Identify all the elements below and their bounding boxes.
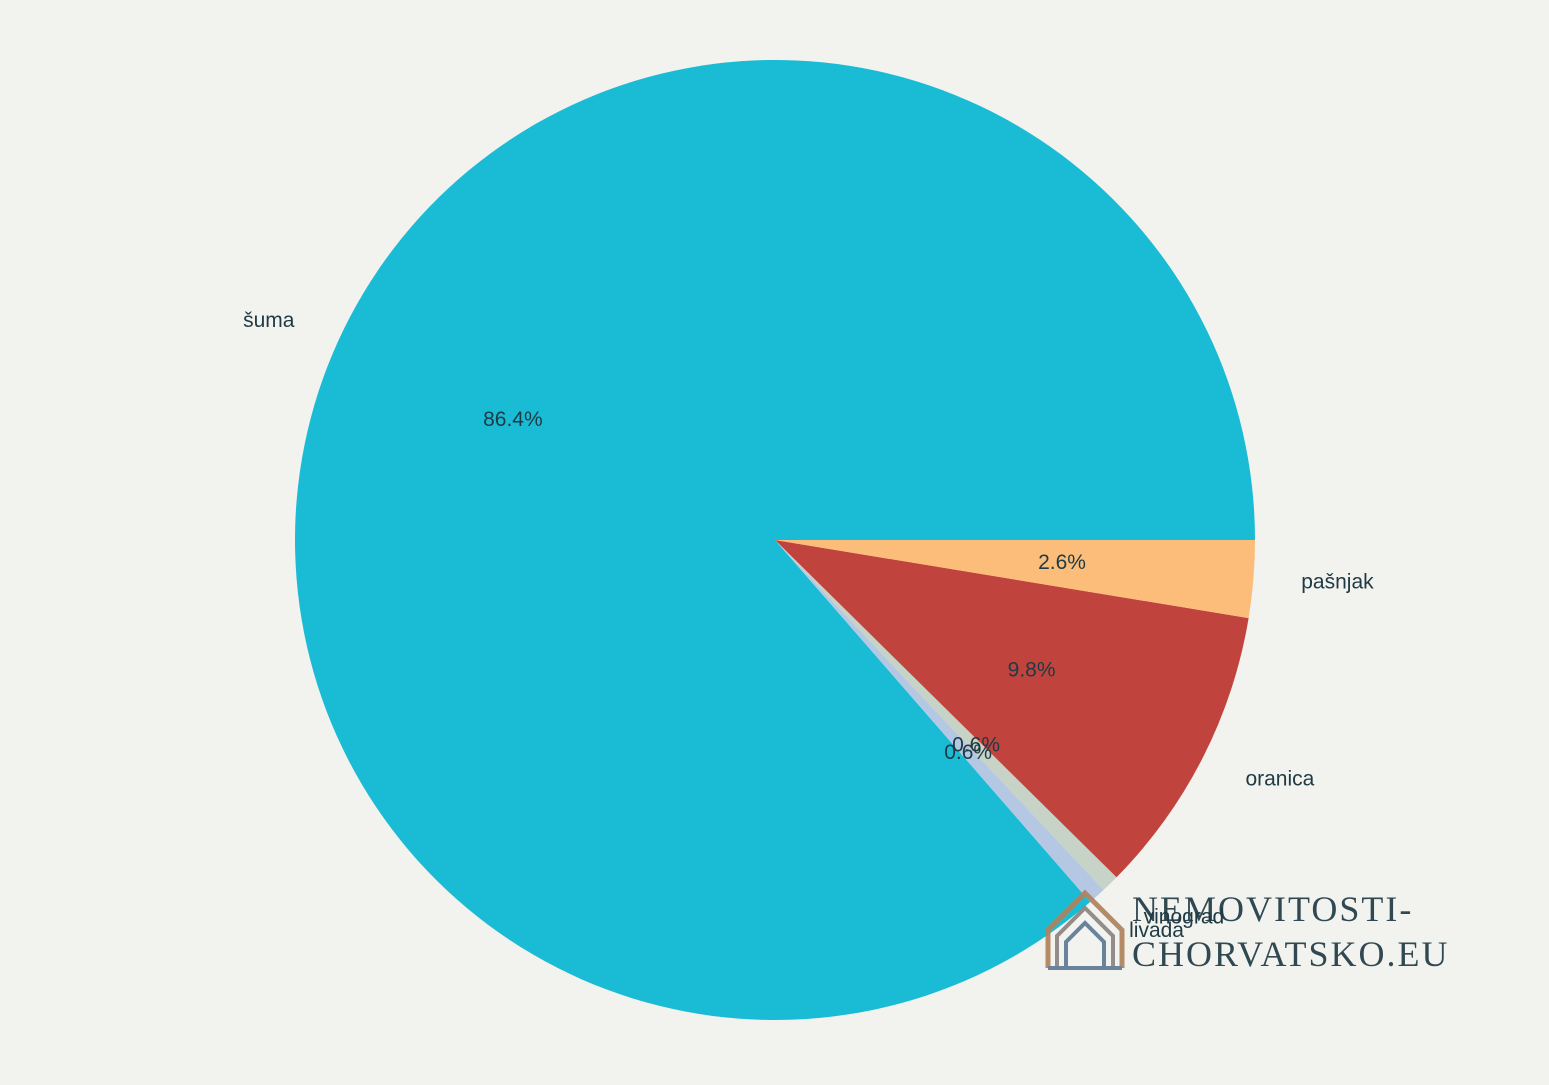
pie-slice-3 <box>775 540 1117 890</box>
percent-label: 0.6% <box>952 734 1000 757</box>
pie-slice-2 <box>775 540 1104 903</box>
percent-label: 86.4% <box>483 408 543 431</box>
pie-slice-5 <box>775 540 1255 619</box>
percent-label: 0.6% <box>944 741 992 764</box>
percent-label: 9.8% <box>1008 658 1056 681</box>
watermark: NEMOVITOSTI- CHORVATSKO.EU <box>1045 889 1450 974</box>
pie-slices <box>295 59 1255 1021</box>
pie-slice-4 <box>775 540 1249 878</box>
house-logo-icon <box>1045 889 1125 970</box>
pie-labels: šuma 86.4% livada 0.6% vinograd 0.6% oranica 9.… <box>243 309 1374 942</box>
category-label: vinograd <box>1144 906 1225 929</box>
category-label: pašnjak <box>1301 571 1374 594</box>
category-label: šuma <box>243 309 295 332</box>
category-label: livada <box>1129 919 1184 942</box>
category-label: oranica <box>1245 767 1314 790</box>
percent-label: 2.6% <box>1038 551 1086 574</box>
watermark-line2: CHORVATSKO.EU <box>1132 934 1450 974</box>
watermark-line1: NEMOVITOSTI- <box>1132 889 1413 929</box>
